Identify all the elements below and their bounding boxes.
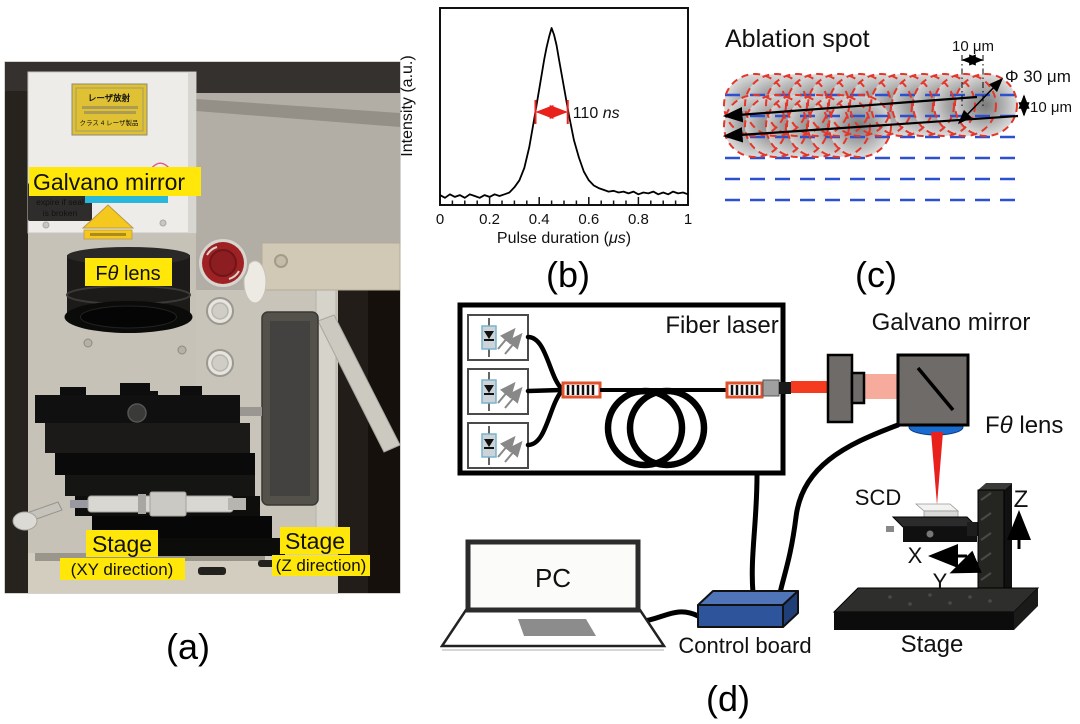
warning-triangle-sticker [81,204,135,240]
fiber-coil-icon [604,387,708,469]
z-column-icon [977,483,1012,603]
stage-handle-knob [12,511,38,531]
white-roller [243,260,267,304]
fiber-bragg-grating-icon [725,381,764,399]
ablation-spot-title: Ablation spot [725,25,870,53]
cable-galvano-to-board [777,422,901,596]
sticker-fine-print [82,106,138,109]
stage-xy-sub: (XY direction) [71,560,174,579]
fiber-laser-label: Fiber laser [665,312,778,339]
sticker-class: クラス 4 レーザ製品 [80,118,139,127]
diagonal-strut [317,314,401,453]
x-axis-label: Pulse duration (μs) [497,230,631,247]
laser-beam-pale [864,374,898,399]
laptop-trackpad [518,619,596,636]
warranty-text: is broken [43,208,78,218]
galvano-mirror-label-text: Galvano mirror [33,169,185,195]
micrometer [70,491,246,517]
x-tick-label: 1 [684,211,692,228]
scan-arrow [722,95,978,123]
axis-z-label: Z [1014,486,1029,513]
warranty-text: expire if seal [36,197,84,207]
fwhm-annotation: 110 ns [534,100,620,124]
panel-c-ablation-diagram: Ablation spot 10 μm Φ 30 μm 10 μm [722,25,1072,202]
x-tick-label: 0.8 [628,211,649,228]
fiber-connector-tip [779,382,791,394]
pump-diode-icon [468,423,528,468]
laser-warning-sticker: レーザ放射 クラス 4 レーザ製品 [71,83,148,136]
galvano-mirror-label: Galvano mirror [872,309,1031,336]
pump-diode-icon [468,315,528,360]
fwhm-label: 110 ns [573,105,620,122]
stage-xy-title: Stage [92,531,152,557]
collimator-icon [826,353,866,424]
ablation-spot-outlines [723,73,1018,158]
stage-z-label: Stage (Z direction) [272,527,370,576]
x-tick-label: 0.4 [529,211,550,228]
caption-a: (a) [166,626,210,667]
sticker-fine-print [84,111,136,114]
pulse-trace [439,27,689,199]
panel-a-photo: レーザ放射 クラス 4 レーザ製品 warranty expire if sea… [4,61,401,594]
cable-laser-to-board [749,472,760,596]
x-tick-label: 0.6 [578,211,599,228]
emergency-stop-button [197,237,249,289]
ablation-spot-outline [954,73,1018,137]
x-axis-ticks [439,197,689,205]
galvano-mirror-label: Galvano mirror [29,167,201,196]
f-theta-lens-label: Fθ lens [985,412,1063,439]
laptop-icon [440,539,667,651]
dim-diameter-label: Φ 30 μm [1005,67,1071,86]
caption-d: (d) [706,678,750,719]
z-motor-face [270,321,310,496]
f-theta-lens-label-text: Fθ lens [95,263,160,285]
bracket-screw [274,254,288,268]
stage-z-sub: (Z direction) [276,556,367,575]
ablation-spot-outline [786,94,850,158]
pump-diode-icon [468,369,528,414]
pc-label: PC [535,563,571,593]
face-screw [177,345,187,355]
axis-x-label: X [908,543,923,568]
stage-label: Stage [901,631,964,658]
stage-xy-label: Stage (XY direction) [60,530,185,580]
y-axis-label: Intensity (a.u.) [399,55,416,156]
panel-b-plot: 0 0.2 0.4 0.6 0.8 1 110 ns Intensity (a.u.) P… [399,7,692,247]
dimension-diameter [957,77,1004,125]
laser-beam-red [791,381,828,393]
fiber-bragg-grating-icon [561,381,602,399]
caption-c: (c) [855,254,897,295]
panel-d-schematic: Fiber laser Ga [440,302,1063,658]
axis-y-label: Y [933,569,948,594]
dim-spacing-label: 10 μm [952,38,994,55]
x-axis-tick-labels: 0 0.2 0.4 0.6 0.8 1 [436,211,692,228]
fiber-connector-icon [762,379,780,397]
pump-fibers [525,334,564,448]
stage-base-icon [832,587,1040,630]
face-screw [83,338,93,348]
x-tick-label: 0 [436,211,444,228]
ablation-spot-outline [828,94,892,158]
control-board-label: Control board [678,633,811,658]
sticker-title: レーザ放射 [88,93,131,103]
stage-z-title: Stage [285,528,345,554]
panel-button [206,349,234,377]
scd-label: SCD [855,485,901,510]
axis-arrows [928,510,1031,574]
dim-line-pitch-label: 10 μm [1030,99,1072,116]
cyan-stripe [85,196,168,203]
x-tick-label: 0.2 [479,211,500,228]
sample-holder-icon [886,516,982,542]
panel-button [206,297,234,325]
galvano-mirror-icon [896,353,970,427]
f-theta-lens-label: Fθ lens [85,258,172,286]
focused-beam [931,432,943,505]
caption-b: (b) [546,254,590,295]
plot-frame [439,7,689,206]
control-board-icon [697,590,799,628]
